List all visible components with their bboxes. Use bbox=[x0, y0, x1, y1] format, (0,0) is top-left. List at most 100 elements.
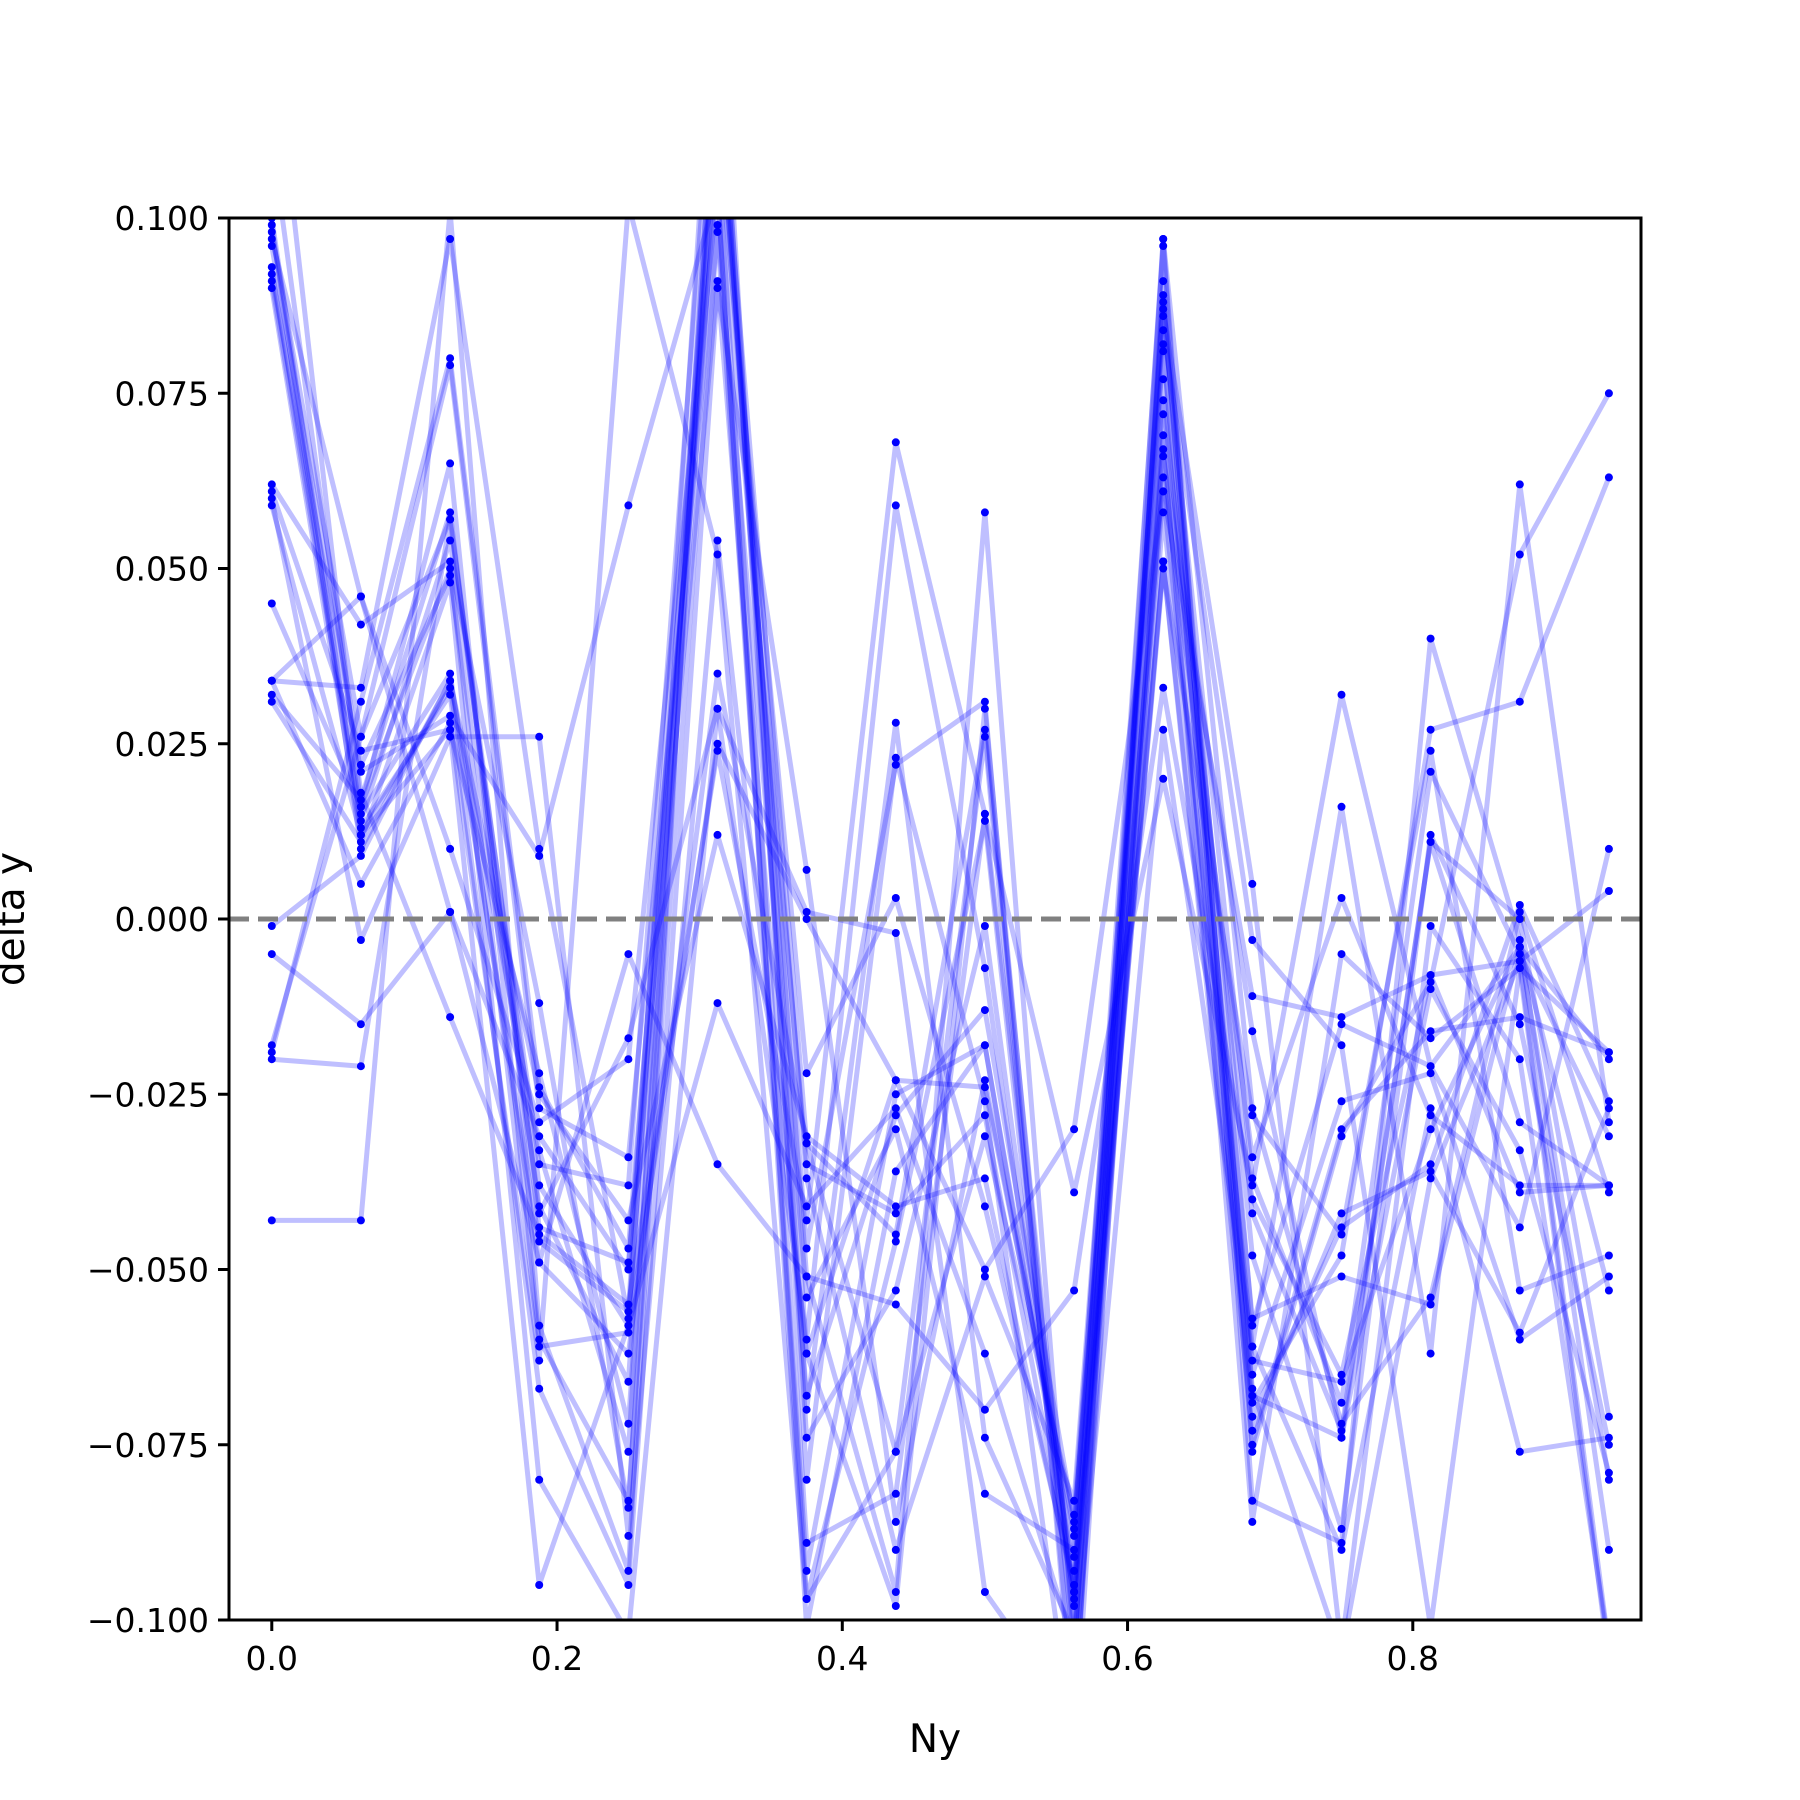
data-point bbox=[1338, 1651, 1346, 1659]
data-point bbox=[535, 1237, 544, 1246]
data-point bbox=[1337, 1013, 1346, 1022]
data-point bbox=[1604, 1272, 1613, 1281]
data-point bbox=[446, 564, 455, 573]
data-point bbox=[1248, 1174, 1257, 1183]
data-point bbox=[1159, 508, 1168, 517]
data-point bbox=[1604, 1097, 1613, 1106]
data-point bbox=[1515, 1223, 1524, 1232]
data-point bbox=[624, 200, 632, 208]
data-point bbox=[1604, 1545, 1613, 1554]
y-tick-label: 0.000 bbox=[115, 900, 209, 939]
data-point bbox=[1515, 1013, 1524, 1022]
series-line-13 bbox=[269, 218, 1612, 1620]
data-point bbox=[980, 1132, 989, 1141]
data-point bbox=[714, 46, 722, 54]
data-point bbox=[980, 697, 989, 706]
data-point bbox=[1604, 1412, 1613, 1421]
data-point bbox=[1070, 1581, 1079, 1589]
data-point bbox=[980, 816, 989, 825]
data-point bbox=[1248, 1398, 1257, 1407]
data-point bbox=[1248, 1104, 1257, 1113]
data-point bbox=[1248, 1321, 1257, 1330]
data-point bbox=[980, 1405, 989, 1414]
data-point bbox=[1159, 291, 1168, 300]
data-point bbox=[1070, 1644, 1078, 1652]
data-point bbox=[1070, 1188, 1079, 1197]
data-point bbox=[1426, 978, 1435, 987]
data-point bbox=[980, 1041, 989, 1050]
data-point bbox=[267, 922, 276, 930]
data-point bbox=[1159, 277, 1168, 286]
data-point bbox=[535, 1321, 544, 1330]
data-point bbox=[802, 1069, 811, 1078]
data-point bbox=[356, 1062, 365, 1071]
data-point bbox=[624, 1531, 633, 1540]
data-point bbox=[535, 1223, 544, 1232]
data-point bbox=[1604, 1440, 1613, 1449]
data-point bbox=[535, 1132, 544, 1141]
data-point bbox=[891, 1545, 900, 1554]
data-point bbox=[802, 865, 811, 874]
data-point bbox=[802, 1139, 811, 1148]
data-point bbox=[980, 732, 989, 741]
x-axis-label: Ny bbox=[909, 1717, 961, 1762]
data-point bbox=[802, 915, 811, 923]
y-tick-label: 0.050 bbox=[115, 550, 209, 589]
series-line-10 bbox=[270, 218, 1611, 1620]
data-point bbox=[356, 683, 365, 692]
series-line-2 bbox=[269, 218, 1612, 1620]
data-point bbox=[1337, 1209, 1346, 1218]
data-point bbox=[535, 1090, 544, 1099]
series-line-3 bbox=[269, 218, 1611, 1532]
data-point bbox=[446, 557, 455, 566]
data-point bbox=[1070, 1644, 1078, 1652]
data-point bbox=[1159, 473, 1168, 482]
data-point bbox=[624, 1307, 633, 1316]
data-point bbox=[356, 851, 365, 860]
series-line-18 bbox=[269, 238, 1612, 1518]
data-point bbox=[535, 1146, 544, 1155]
data-point bbox=[713, 830, 722, 839]
data-point bbox=[891, 1237, 900, 1246]
series-line-15 bbox=[271, 218, 1611, 1620]
data-point bbox=[1248, 1447, 1257, 1456]
data-point bbox=[1426, 1034, 1435, 1043]
data-point bbox=[891, 1300, 900, 1309]
data-point bbox=[1248, 1426, 1257, 1435]
data-point bbox=[624, 1377, 633, 1386]
series-line-26 bbox=[269, 287, 1607, 1620]
data-point bbox=[802, 1272, 811, 1281]
data-point bbox=[624, 1328, 633, 1337]
data-point bbox=[267, 228, 276, 236]
y-tick-label: −0.050 bbox=[87, 1251, 209, 1290]
x-tick-label: 0.2 bbox=[531, 1639, 583, 1678]
data-point bbox=[1605, 1658, 1613, 1666]
data-point bbox=[1337, 1132, 1346, 1141]
data-point bbox=[535, 1069, 544, 1078]
data-point bbox=[1604, 1118, 1613, 1127]
data-point bbox=[1515, 915, 1524, 923]
data-point bbox=[267, 480, 276, 489]
data-point bbox=[714, 165, 722, 173]
data-point bbox=[535, 1230, 544, 1239]
data-point bbox=[891, 1090, 900, 1099]
data-point bbox=[1604, 389, 1613, 398]
data-point bbox=[1604, 887, 1613, 895]
data-point bbox=[267, 494, 276, 503]
data-point bbox=[713, 739, 722, 748]
data-point bbox=[1337, 802, 1346, 811]
data-point bbox=[802, 1566, 811, 1575]
series-line-5 bbox=[269, 218, 1611, 1620]
data-point bbox=[267, 1048, 276, 1057]
data-point bbox=[1248, 1111, 1257, 1120]
data-point bbox=[1070, 1623, 1078, 1631]
data-point bbox=[624, 501, 633, 510]
data-point bbox=[267, 690, 276, 699]
series-line-17 bbox=[269, 218, 1612, 1620]
data-point bbox=[1070, 1510, 1079, 1519]
data-point bbox=[356, 809, 365, 818]
data-point bbox=[446, 718, 455, 727]
data-point bbox=[356, 697, 365, 706]
data-point bbox=[1337, 1097, 1346, 1106]
y-tick-label: 0.075 bbox=[115, 374, 209, 413]
